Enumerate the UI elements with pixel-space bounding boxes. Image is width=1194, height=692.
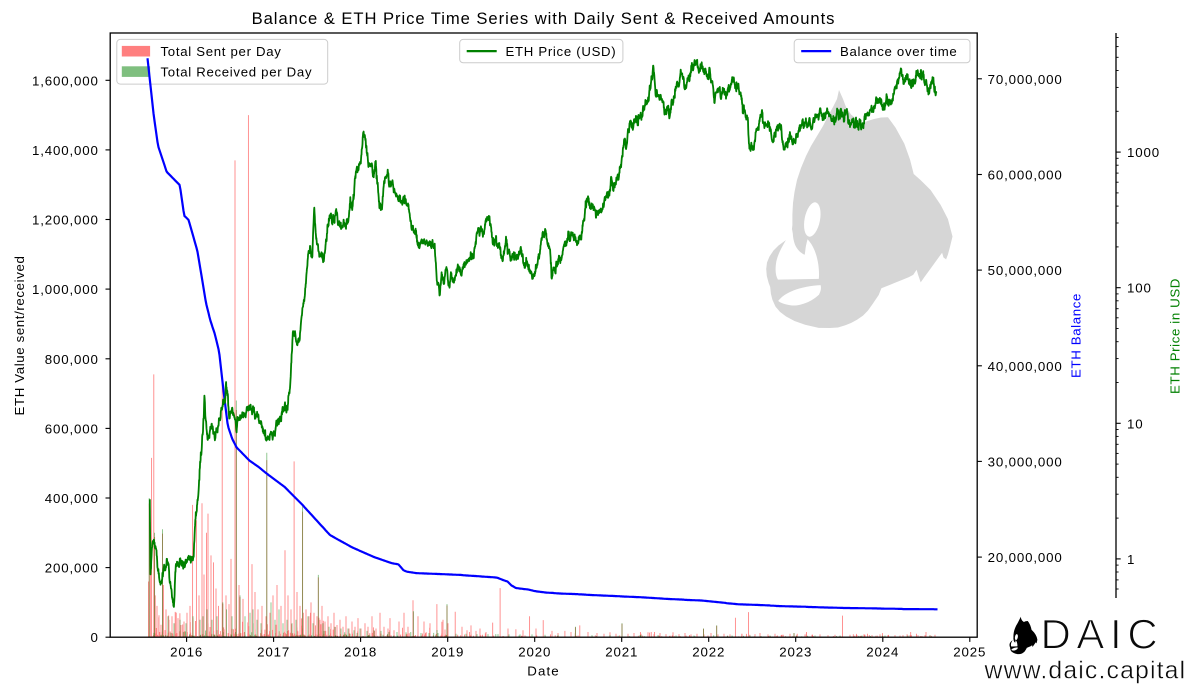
svg-text:2025: 2025 xyxy=(953,644,986,659)
svg-text:ETH Price in USD: ETH Price in USD xyxy=(1168,278,1183,394)
svg-text:Balance & ETH Price Time Serie: Balance & ETH Price Time Series with Dai… xyxy=(252,9,836,28)
svg-text:100: 100 xyxy=(1127,281,1152,296)
svg-text:1,400,000: 1,400,000 xyxy=(32,143,99,158)
svg-text:50,000,000: 50,000,000 xyxy=(988,263,1063,278)
svg-text:1: 1 xyxy=(1127,552,1135,567)
svg-text:200,000: 200,000 xyxy=(45,561,99,576)
svg-text:20,000,000: 20,000,000 xyxy=(988,550,1063,565)
svg-text:Total Received per Day: Total Received per Day xyxy=(161,65,313,80)
svg-text:70,000,000: 70,000,000 xyxy=(988,72,1063,87)
svg-text:ETH Value sent/received: ETH Value sent/received xyxy=(12,256,27,416)
svg-text:30,000,000: 30,000,000 xyxy=(988,454,1063,469)
svg-text:ETH Price (USD): ETH Price (USD) xyxy=(506,44,617,59)
svg-text:1,200,000: 1,200,000 xyxy=(32,213,99,228)
svg-text:1,000,000: 1,000,000 xyxy=(32,282,99,297)
svg-text:600,000: 600,000 xyxy=(45,421,99,436)
svg-text:2020: 2020 xyxy=(518,644,551,659)
svg-text:Total Sent per Day: Total Sent per Day xyxy=(161,44,282,59)
svg-text:2018: 2018 xyxy=(344,644,377,659)
svg-text:ETH Balance: ETH Balance xyxy=(1069,293,1084,378)
svg-text:2023: 2023 xyxy=(779,644,812,659)
svg-text:Date: Date xyxy=(527,664,560,679)
svg-text:1000: 1000 xyxy=(1127,145,1160,160)
svg-text:2017: 2017 xyxy=(257,644,290,659)
svg-text:0: 0 xyxy=(91,630,99,645)
svg-text:DAIC: DAIC xyxy=(1041,611,1164,658)
svg-text:10: 10 xyxy=(1127,416,1144,431)
svg-text:2022: 2022 xyxy=(692,644,725,659)
svg-text:60,000,000: 60,000,000 xyxy=(988,168,1063,183)
svg-text:800,000: 800,000 xyxy=(45,352,99,367)
svg-text:www.daic.capital: www.daic.capital xyxy=(984,658,1187,685)
svg-text:2016: 2016 xyxy=(170,644,203,659)
svg-text:Balance over time: Balance over time xyxy=(840,44,957,59)
svg-text:40,000,000: 40,000,000 xyxy=(988,359,1063,374)
svg-text:1,600,000: 1,600,000 xyxy=(32,73,99,88)
svg-text:2021: 2021 xyxy=(605,644,638,659)
svg-text:400,000: 400,000 xyxy=(45,491,99,506)
svg-text:2019: 2019 xyxy=(431,644,464,659)
svg-text:2024: 2024 xyxy=(866,644,899,659)
